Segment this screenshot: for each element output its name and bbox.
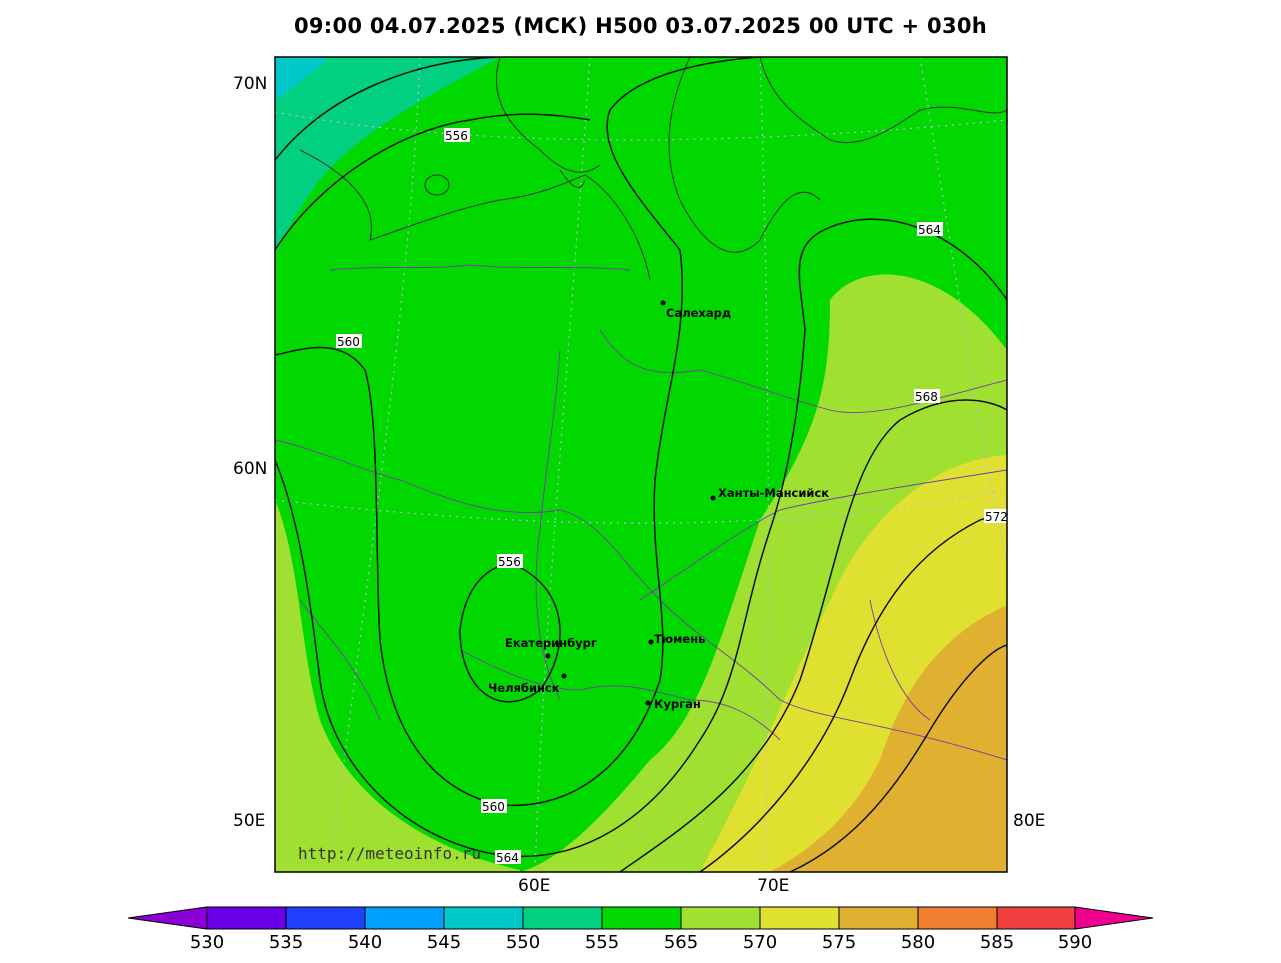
city-label-chelyabinsk: Челябинск (488, 681, 560, 695)
city-label-khanty-mansiysk: Ханты-Мансийск (718, 486, 829, 500)
colorbar-tick: 570 (742, 932, 778, 953)
map-frame (274, 56, 1008, 873)
city-label-tyumen: Тюмень (654, 632, 705, 646)
lat-label-60n: 60N (233, 459, 268, 479)
coastlines (299, 57, 1007, 281)
lat-label-50e: 50E (233, 811, 266, 831)
colorbar-arrow-high (1074, 906, 1154, 930)
contour-labels: 556 556 560 560 564 564 568 572 (336, 128, 1008, 865)
city-label-salekhard: Салехард (666, 306, 731, 320)
colorbar-swatch (838, 906, 919, 930)
colorbar-swatch (285, 906, 366, 930)
page-title: 09:00 04.07.2025 (МСК) H500 03.07.2025 0… (293, 14, 988, 38)
colorbar-swatch (680, 906, 761, 930)
contour-label-556-urals: 556 (498, 555, 521, 569)
cities: Салехард Ханты-Мансийск Екатеринбург Тюм… (488, 300, 829, 711)
contour-label-560-south: 560 (482, 800, 505, 814)
lon-label-70e: 70E (757, 876, 790, 896)
contour-label-560-west: 560 (337, 335, 360, 349)
contour-label-564-east: 564 (918, 223, 941, 237)
lat-label-70n: 70N (233, 74, 268, 94)
contour-label-572: 572 (985, 510, 1008, 524)
colorbar-swatch (522, 906, 603, 930)
colorbar-swatch (206, 906, 287, 930)
city-dot-yekaterinburg (545, 653, 551, 659)
colorbar-tick: 565 (663, 932, 699, 953)
city-dot-kurgan (645, 700, 651, 706)
contour-label-556-north: 556 (445, 129, 468, 143)
city-dot-salekhard (660, 300, 666, 306)
colorbar-tick: 580 (900, 932, 936, 953)
watermark-url: http://meteoinfo.ru (298, 844, 482, 863)
colorbar-tick: 530 (189, 932, 225, 953)
colorbar-tick: 550 (505, 932, 541, 953)
contour-label-564-south: 564 (496, 851, 519, 865)
contour-label-568: 568 (915, 390, 938, 404)
graticule (275, 57, 1007, 872)
colorbar-swatch (601, 906, 682, 930)
admin-borders (275, 264, 1007, 761)
colorbar-tick: 540 (347, 932, 383, 953)
colorbar-swatch (917, 906, 998, 930)
city-label-yekaterinburg: Екатеринбург (505, 636, 597, 650)
city-label-kurgan: Курган (654, 697, 701, 711)
city-dot-khanty-mansiysk (710, 495, 716, 501)
colorbar-tick: 535 (268, 932, 304, 953)
colorbar-tick: 555 (584, 932, 620, 953)
colorbar-tick: 585 (979, 932, 1015, 953)
colorbar-swatch (759, 906, 840, 930)
colorbar-arrow-low (127, 906, 208, 930)
colorbar-tick: 575 (821, 932, 857, 953)
colorbar-swatch (996, 906, 1076, 930)
colorbar-swatch (443, 906, 524, 930)
lon-label-60e: 60E (518, 876, 551, 896)
city-dot-tyumen (648, 639, 654, 645)
colorbar-tick: 590 (1057, 932, 1093, 953)
height-field: 556 556 560 560 564 564 568 572 Салехард… (275, 57, 1008, 872)
colorbar-tick: 545 (426, 932, 462, 953)
colorbar-swatch (364, 906, 445, 930)
lon-label-80e: 80E (1013, 811, 1046, 831)
colorbar (127, 906, 1154, 930)
city-dot-chelyabinsk (561, 673, 567, 679)
